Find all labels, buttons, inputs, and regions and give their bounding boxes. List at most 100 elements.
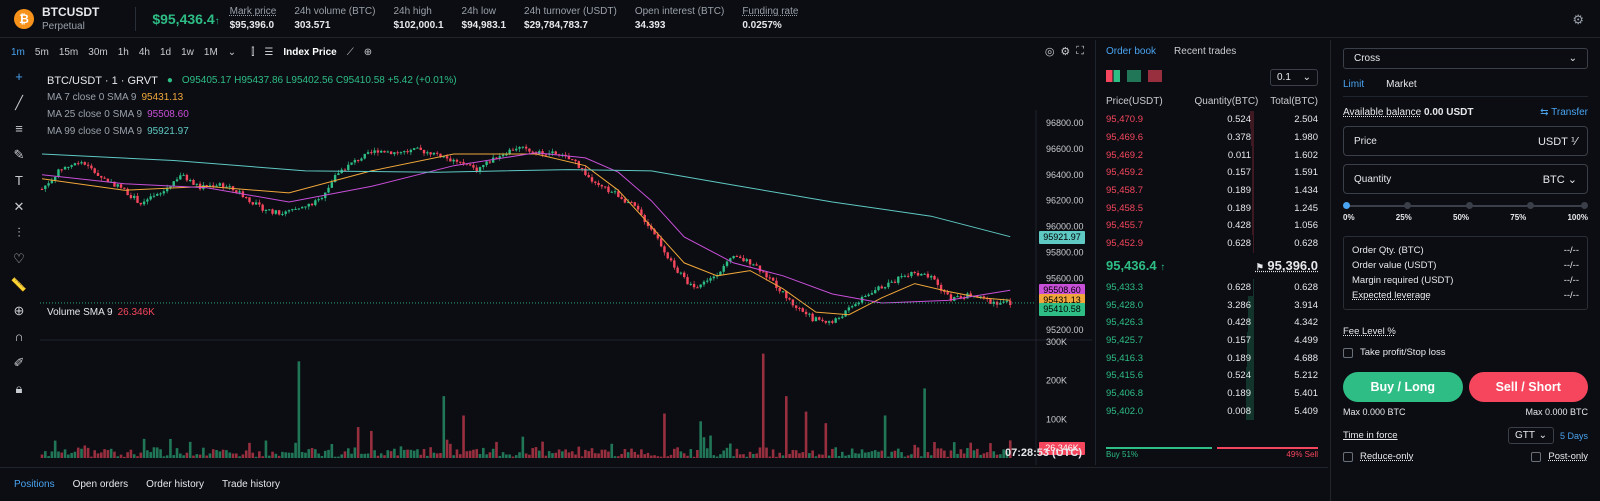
precision-select[interactable]: 0.1 ⌄ [1270, 69, 1318, 86]
brush-icon[interactable]: ✎ [13, 147, 25, 162]
tif-select[interactable]: GTT ⌄ [1507, 427, 1554, 444]
candle-body [225, 186, 228, 188]
candle-type-icon[interactable]: ⫿ [251, 46, 255, 58]
stat-label[interactable]: Mark price [229, 6, 277, 17]
chevron-down-icon: ⌄ [1568, 53, 1577, 64]
measure-icon[interactable]: ⫶ [17, 225, 21, 240]
orderbook-row[interactable]: 95,425.7 0.157 4.499 [1096, 331, 1328, 350]
interval-1d[interactable]: 1d [159, 46, 172, 58]
price-input[interactable]: Price USDT ⅟ [1343, 126, 1588, 156]
tab-positions[interactable]: Positions [14, 479, 55, 490]
fee-level-link[interactable]: Fee Level % [1343, 326, 1396, 337]
volume-bar [567, 452, 571, 458]
orderbook-row[interactable]: 95,469.6 0.378 1.980 [1096, 128, 1328, 147]
orderbook-row[interactable]: 95,455.7 0.428 1.056 [1096, 217, 1328, 235]
tab-trade-history[interactable]: Trade history [221, 479, 280, 490]
quantity-input[interactable]: Quantity BTC ⌄ [1343, 164, 1588, 194]
interval-1m[interactable]: 1m [11, 46, 25, 58]
pattern-icon[interactable]: ✕ [13, 199, 25, 214]
candle-body [775, 280, 778, 288]
candle-body [650, 226, 653, 230]
orderbook-row[interactable]: 95,415.6 0.524 5.212 [1096, 366, 1328, 385]
tab-open-orders[interactable]: Open orders [72, 479, 129, 490]
asks-only-icon[interactable] [1148, 70, 1163, 82]
tab-market[interactable]: Market [1386, 79, 1417, 90]
interval-1w[interactable]: 1w [181, 46, 194, 58]
volume-bar [692, 456, 696, 458]
price-chart[interactable]: 96800.00 96600.00 96400.00 96200.00 96000.00… [0, 40, 1092, 465]
orderbook-row[interactable]: 95,458.7 0.189 1.434 [1096, 181, 1328, 200]
quantity-slider[interactable] [1343, 200, 1588, 216]
candle-body [778, 287, 781, 292]
stat-value: $102,000.1 [393, 20, 444, 31]
orderbook-row[interactable]: 95,458.5 0.189 1.245 [1096, 199, 1328, 218]
text-icon[interactable]: T [15, 173, 23, 188]
orderbook-row[interactable]: 95,426.3 0.428 4.342 [1096, 313, 1328, 332]
tab-order-history[interactable]: Order history [146, 479, 204, 490]
fullscreen-icon[interactable]: ⛶ [1076, 45, 1084, 57]
both-sides-icon[interactable] [1106, 70, 1120, 82]
sell-short-button[interactable]: Sell / Short [1468, 372, 1588, 402]
trendline-icon[interactable]: ╱ [15, 95, 23, 110]
orderbook-row[interactable]: 95,428.0 3.286 3.914 [1096, 296, 1328, 314]
lock-drawing-icon[interactable]: ✐ [13, 355, 25, 370]
orderbook-row[interactable]: 95,406.8 0.189 5.401 [1096, 384, 1328, 403]
candle-body [877, 286, 880, 291]
stat-label[interactable]: Funding rate [742, 6, 799, 17]
settings-icon[interactable]: ⚙ [1572, 12, 1584, 27]
transfer-button[interactable]: ⇆ Transfer [1540, 107, 1588, 118]
interval-4h[interactable]: 4h [138, 46, 150, 58]
heart-icon[interactable]: ♡ [13, 251, 25, 266]
indicators-icon[interactable]: ☰ [264, 46, 274, 58]
orderbook-row[interactable]: 95,433.3 0.628 0.628 [1096, 278, 1328, 297]
settings-icon[interactable]: ⚙ [1060, 46, 1071, 58]
index-price-toggle[interactable]: Index Price [283, 46, 337, 58]
candle-body [468, 164, 472, 166]
candle-body [360, 158, 363, 161]
interval-5m[interactable]: 5m [34, 46, 49, 58]
tab-order-book[interactable]: Order book [1106, 46, 1157, 57]
volume-bar [590, 448, 594, 458]
orderbook-row[interactable]: 95,452.9 0.628 0.628 [1096, 234, 1328, 253]
chevron-down-icon[interactable]: ⌄ [227, 46, 237, 58]
orderbook-row[interactable]: 95,416.3 0.189 4.688 [1096, 349, 1328, 367]
order-flags: Reduce-only Post-only [1343, 451, 1588, 462]
interval-15m[interactable]: 15m [58, 46, 79, 58]
tif-days[interactable]: 5 Days [1559, 430, 1588, 441]
row-total: 1.980 [1294, 132, 1318, 144]
crosshair-icon[interactable]: + [15, 69, 23, 84]
volume-bar [1005, 451, 1009, 458]
reduce-only-checkbox[interactable]: Reduce-only [1343, 451, 1413, 462]
orderbook-row[interactable]: 95,469.2 0.011 1.602 [1096, 146, 1328, 165]
margin-mode-select[interactable]: Cross ⌄ [1343, 48, 1588, 69]
add-icon[interactable]: ⊕ [363, 46, 373, 58]
interval-30m[interactable]: 30m [88, 46, 108, 58]
orderbook-row[interactable]: 95,459.2 0.157 1.591 [1096, 164, 1328, 182]
orderbook-row[interactable]: 95,402.0 0.008 5.409 [1096, 402, 1328, 420]
volume-bar [775, 456, 778, 458]
magnet-icon[interactable]: ∩ [14, 329, 24, 344]
line-chart-icon[interactable]: ⟋ [346, 46, 354, 58]
zoom-in-icon[interactable]: ⊕ [13, 303, 25, 318]
tab-recent-trades[interactable]: Recent trades [1174, 46, 1237, 57]
candle-body [221, 183, 225, 188]
symbol-selector[interactable]: BTCUSDT Perpetual [42, 5, 99, 32]
bids-only-icon[interactable] [1127, 70, 1142, 82]
percent-icon[interactable]: ⅟ [1570, 135, 1577, 148]
post-only-checkbox[interactable]: Post-only [1531, 451, 1588, 462]
tab-limit[interactable]: Limit [1343, 79, 1365, 90]
candle-body [636, 205, 640, 210]
buy-long-button[interactable]: Buy / Long [1343, 372, 1463, 402]
lock-icon[interactable]: 🔒︎ [15, 381, 23, 396]
interval-1h[interactable]: 1h [117, 46, 129, 58]
chevron-down-icon[interactable]: ⌄ [1567, 173, 1577, 186]
orderbook-row[interactable]: 95,470.9 0.524 2.504 [1096, 111, 1328, 129]
candle-body [590, 177, 594, 182]
candle-body [100, 175, 103, 178]
camera-icon[interactable]: ◎ [1044, 46, 1055, 58]
tpsl-checkbox[interactable]: Take profit/Stop loss [1343, 347, 1588, 358]
volume-bar [468, 450, 472, 458]
ruler-icon[interactable]: 📏 [10, 277, 28, 292]
horizontal-lines-icon[interactable]: ≡ [15, 121, 23, 136]
interval-1M[interactable]: 1M [203, 46, 218, 58]
